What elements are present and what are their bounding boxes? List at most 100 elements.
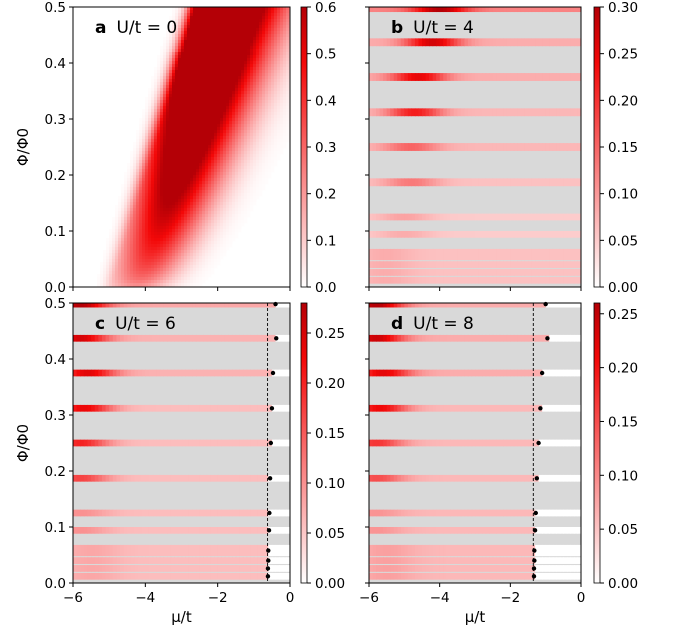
heatmap-area (369, 301, 582, 583)
colorbar-tick-label: 0.05 (608, 522, 638, 538)
colorbar-tick-label: 0.0 (315, 280, 336, 296)
x-tick-label: −2 (500, 590, 520, 606)
y-tick-label: 0.5 (45, 296, 66, 312)
band-8 (369, 545, 582, 556)
heatmap-area (73, 301, 291, 583)
band-6 (369, 214, 582, 221)
colorbar-tick-label: 0.25 (608, 47, 638, 63)
boundary-point-1 (274, 336, 278, 340)
x-tick-label: 0 (286, 590, 295, 606)
x-axis-label: μ/t (171, 608, 192, 626)
boundary-point-4 (536, 441, 540, 445)
boundary-point-7 (533, 528, 537, 532)
band-0 (369, 4, 582, 12)
y-tick-label: 0.1 (45, 224, 66, 240)
band-9 (369, 261, 582, 268)
x-tick-label: −2 (208, 590, 228, 606)
y-axis-label: Φ/Φ0 (14, 128, 32, 166)
colorbar-tick-label: 0.6 (315, 0, 336, 16)
band-1 (369, 335, 582, 342)
band-1 (369, 38, 582, 46)
band-4 (73, 440, 291, 447)
band-11 (369, 573, 582, 580)
colorbar: 0.000.050.100.150.200.250.30 (594, 0, 638, 296)
colorbar-tick-label: 0.20 (608, 361, 638, 377)
boundary-point-1 (545, 336, 549, 340)
band-9 (73, 557, 291, 564)
boundary-point-9 (266, 558, 270, 562)
colorbar-tick-label: 0.15 (608, 414, 638, 430)
colorbar: 0.0 0.1 0.2 0.3 0.4 0.5 0.6 (301, 0, 336, 296)
y-axis-label: Φ/Φ0 (14, 424, 32, 462)
boundary-point-4 (269, 441, 273, 445)
colorbar-tick-label: 0.05 (315, 526, 345, 542)
band-5 (369, 475, 582, 482)
x-tick-label: −6 (63, 590, 83, 606)
boundary-point-6 (267, 511, 271, 515)
band-8 (369, 249, 582, 260)
colorbar-tick-label: 0.10 (608, 468, 638, 484)
colorbar-tick-label: 0.2 (315, 187, 336, 203)
colorbar-tick-label: 0.10 (315, 476, 345, 492)
boundary-point-5 (268, 476, 272, 480)
boundary-point-11 (266, 574, 270, 578)
colorbar-tick-label: 0.15 (608, 140, 638, 156)
y-tick-label: 0.5 (45, 0, 66, 16)
y-tick-label: 0.2 (45, 168, 66, 184)
band-1 (73, 335, 291, 342)
colorbar-tick-label: 0.00 (608, 576, 638, 592)
colorbar-tick-label: 0.10 (608, 187, 638, 203)
colorbar-tick-label: 0.3 (315, 140, 336, 156)
band-0 (369, 301, 582, 308)
band-8 (73, 545, 291, 556)
heatmap-area (73, 7, 293, 287)
colorbar-tick-label: 0.4 (315, 93, 336, 109)
x-tick-label: −6 (359, 590, 379, 606)
colorbar: 0.000.050.100.150.200.25 (594, 303, 638, 592)
band-2 (73, 370, 291, 377)
y-tick-label: 0.4 (45, 56, 66, 72)
x-axis-label: μ/t (465, 608, 486, 626)
colorbar: 0.000.050.100.150.200.25 (301, 303, 345, 592)
colorbar-tick-label: 0.00 (315, 576, 345, 592)
band-3 (369, 405, 582, 412)
boundary-point-9 (532, 558, 536, 562)
boundary-point-7 (267, 528, 271, 532)
heatmap-area (369, 4, 582, 287)
boundary-point-5 (535, 476, 539, 480)
colorbar-tick-label: 0.20 (608, 93, 638, 109)
colorbar-tick-label: 0.05 (608, 233, 638, 249)
band-4 (369, 143, 582, 151)
band-2 (369, 73, 582, 81)
band-0 (73, 301, 291, 308)
y-tick-label: 0.1 (45, 520, 66, 536)
colorbar-tick-label: 0.00 (608, 280, 638, 296)
colorbar-tick-label: 0.20 (315, 376, 345, 392)
band-4 (369, 440, 582, 447)
boundary-point-2 (271, 371, 275, 375)
boundary-point-10 (532, 566, 536, 570)
y-tick-label: 0.2 (45, 464, 66, 480)
colorbar-tick-label: 0.5 (315, 47, 336, 63)
band-2 (369, 370, 582, 377)
band-7 (369, 231, 582, 238)
band-7 (369, 527, 582, 534)
colorbar-tick-label: 0.1 (315, 233, 336, 249)
band-3 (73, 405, 291, 412)
band-5 (73, 475, 291, 482)
band-11 (73, 573, 291, 580)
boundary-point-3 (538, 406, 542, 410)
y-tick-label: 0.3 (45, 112, 66, 128)
band-10 (369, 565, 582, 572)
y-tick-label: 0.0 (45, 280, 66, 296)
x-tick-label: −4 (430, 590, 450, 606)
boundary-point-2 (540, 371, 544, 375)
band-5 (369, 178, 582, 186)
band-11 (369, 277, 582, 284)
boundary-point-10 (266, 566, 270, 570)
